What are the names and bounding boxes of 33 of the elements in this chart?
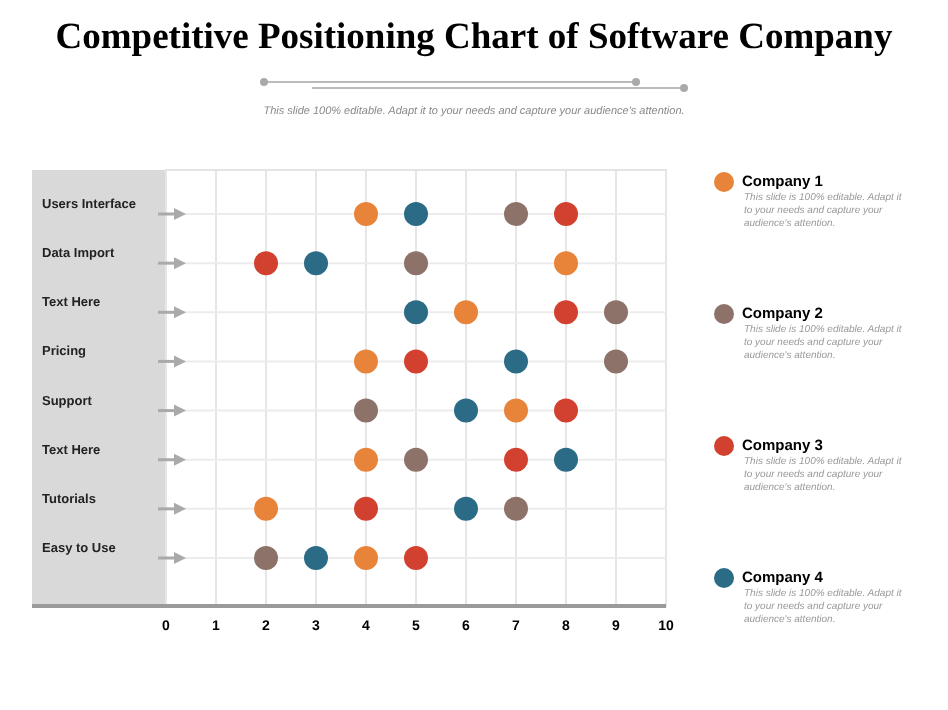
point: [254, 251, 278, 276]
point: [454, 398, 478, 423]
point: [604, 349, 628, 374]
point: [404, 202, 428, 226]
point: [504, 349, 528, 374]
point: [404, 546, 428, 570]
point: [404, 447, 428, 472]
point: [504, 398, 528, 423]
point: [554, 300, 578, 325]
point: [504, 447, 528, 472]
point: [554, 251, 578, 276]
point: [404, 251, 428, 276]
point: [554, 202, 578, 226]
point: [254, 546, 278, 570]
point: [504, 496, 528, 521]
point: [304, 251, 328, 276]
point: [404, 349, 428, 374]
point: [554, 398, 578, 423]
point: [404, 300, 428, 325]
point: [304, 546, 328, 570]
point: [354, 447, 378, 472]
point: [354, 496, 378, 521]
chart-title: Competitive Positioning Chart of Software Company: [55, 18, 894, 58]
point: [554, 447, 578, 472]
point: [354, 398, 378, 423]
point: [604, 300, 628, 325]
point: [454, 496, 478, 521]
point: [504, 202, 528, 226]
point: [254, 496, 278, 521]
point: [354, 349, 378, 374]
point: [354, 202, 378, 226]
point: [454, 300, 478, 325]
point: [354, 546, 378, 570]
